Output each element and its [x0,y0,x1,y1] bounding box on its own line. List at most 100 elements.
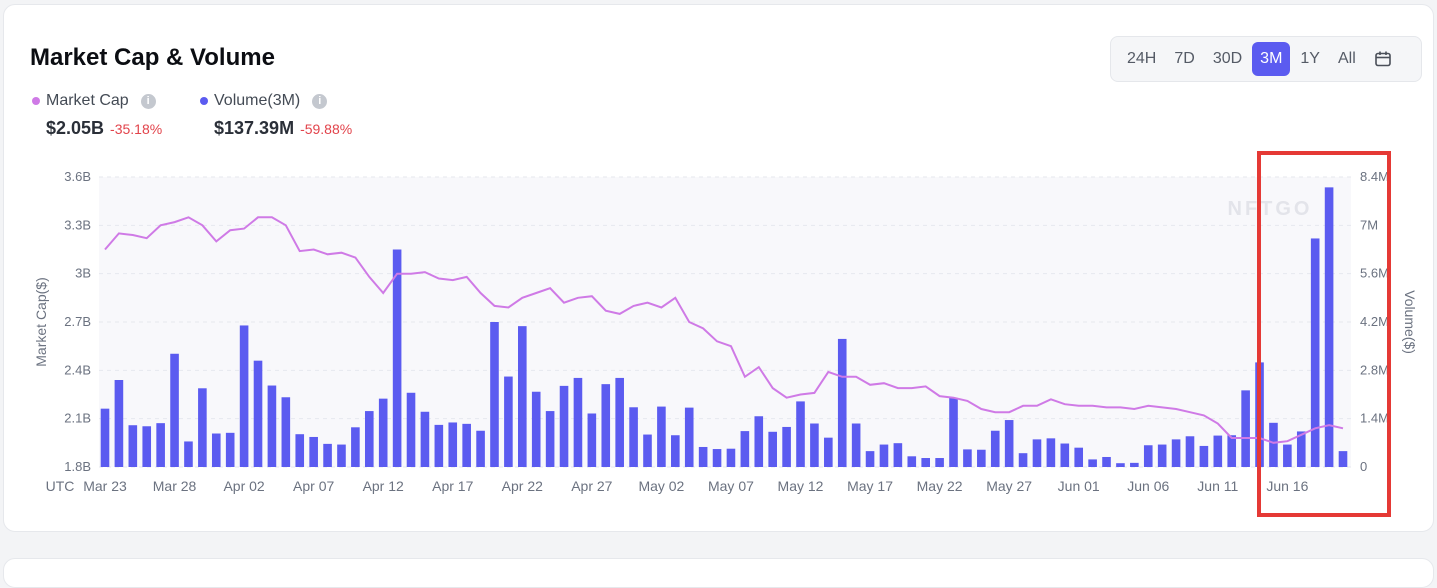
volume-bar [726,448,736,467]
range-24h-button[interactable]: 24H [1127,50,1157,67]
x-tick-label: May 12 [778,478,824,494]
market-cap-stat: $2.05B -35.18% [46,118,162,139]
volume-bar [559,385,569,467]
volume-bar [1213,435,1223,467]
x-tick-label: Jun 01 [1058,478,1100,494]
volume-bar [351,427,360,467]
volume-bar [1241,390,1250,467]
volume-bar [1171,439,1181,467]
volume-bar [1116,463,1125,467]
volume-bar [712,449,722,467]
highlight-box [1257,151,1391,517]
volume-bar [1338,451,1348,467]
info-icon[interactable]: i [312,93,328,109]
x-tick-label: Jun 11 [1197,478,1238,494]
volume-bar [267,385,277,467]
market-cap-line [104,216,1344,444]
volume-value: $137.39M [214,118,295,138]
volume-bar [142,426,152,467]
volume-bar [629,407,638,467]
volume-bar [657,406,666,467]
left-tick-label: 3.6B [64,169,91,184]
volume-bar [990,430,1000,467]
volume-bar [1032,439,1042,467]
volume-bar [643,434,652,467]
volume-bar [1018,453,1028,467]
volume-dot-icon [200,97,208,105]
x-tick-label: May 07 [708,478,754,494]
volume-bar [211,433,221,467]
range-all-button[interactable]: All [1337,50,1356,67]
right-tick-label: 7M [1360,217,1378,232]
range-3m-button[interactable]: 3M [1252,42,1291,76]
legend-market-cap[interactable]: Market Cap i [32,92,156,110]
right-tick-label: 0 [1360,459,1367,474]
volume-bar [100,408,110,467]
volume-bar [239,325,249,467]
left-tick-label: 3.3B [64,217,91,232]
volume-bar [837,338,847,467]
x-tick-label: May 22 [917,478,963,494]
volume-bar [1074,447,1084,467]
right-tick-label: 8.4M [1360,169,1389,184]
left-tick-label: 2.1B [64,411,91,426]
x-tick-label: Apr 07 [293,478,334,494]
time-range-selector: 24H 7D 30D 3M 1Y All [1110,36,1422,82]
volume-bar [1088,459,1097,467]
x-tick-label: Apr 27 [571,478,612,494]
volume-bar [768,431,777,467]
volume-bar [406,392,416,467]
volume-bar [434,424,444,467]
legend-volume[interactable]: Volume(3M) i [200,92,328,110]
volume-bar [1269,422,1278,467]
volume-bar [281,397,291,467]
volume-bar [671,435,680,467]
left-tick-label: 2.4B [64,362,91,377]
volume-bar [907,456,917,467]
volume-bar [448,422,458,467]
volume-bar [601,384,611,467]
nftgo-watermark: NFTGO [1228,198,1313,220]
volume-bar [921,458,930,467]
volume-bar [545,411,555,467]
volume-bar [1185,436,1195,467]
volume-bar [170,353,179,467]
x-axis-utc-label: UTC [46,478,75,494]
volume-bar [1296,431,1306,467]
right-tick-label: 1.4M [1360,411,1389,426]
volume-bar [392,249,402,467]
volume-bar [420,411,430,467]
volume-bar [754,416,764,467]
volume-bar [518,326,527,467]
range-1y-button[interactable]: 1Y [1300,50,1320,67]
volume-bar [1102,456,1111,467]
volume-bar [1143,445,1153,467]
x-tick-label: Apr 17 [432,478,473,494]
legend-market-cap-label: Market Cap [46,92,129,109]
market-cap-volume-chart: 1.8B 2.1B 2.4B 2.7B 3B 3.3B 3.6B 0 1.4M 2.8M 4.2M 5… [33,169,1418,494]
volume-bar [225,432,235,467]
volume-bar [698,446,708,467]
right-tick-label: 2.8M [1360,362,1389,377]
range-7d-button[interactable]: 7D [1174,50,1195,67]
volume-bar [782,426,791,467]
x-tick-label: Jun 16 [1266,478,1308,494]
volume-stat: $137.39M -59.88% [214,118,352,139]
x-tick-label: May 17 [847,478,893,494]
right-tick-label: 5.6M [1360,266,1389,281]
volume-bar [309,436,318,467]
x-tick-label: Apr 12 [363,478,404,494]
range-30d-button[interactable]: 30D [1212,50,1243,67]
market-cap-value: $2.05B [46,118,105,138]
volume-bar [879,444,889,467]
right-tick-label: 4.2M [1360,314,1389,329]
volume-bar [531,391,541,467]
volume-bar [295,434,305,467]
left-tick-label: 2.7B [64,314,91,329]
right-axis-label: Volume($) [1402,290,1418,354]
calendar-icon[interactable] [1366,42,1400,76]
volume-bar [504,376,513,467]
info-icon[interactable]: i [140,93,156,109]
x-tick-label: Mar 28 [153,478,197,494]
volume-bar [323,443,332,467]
